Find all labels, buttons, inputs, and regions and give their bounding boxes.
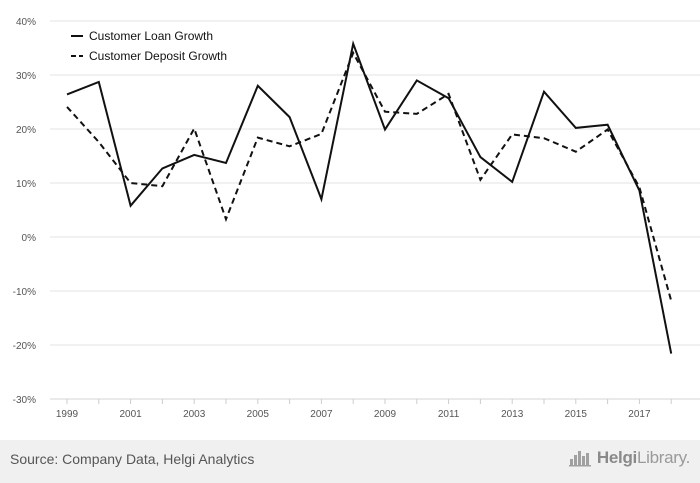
x-tick-label: 1999 (56, 409, 79, 420)
y-tick-label: 30% (16, 71, 36, 82)
grid-lines (50, 20, 700, 404)
helgi-skyline-logo-icon (568, 451, 591, 467)
series-line-customer-loan-growth (66, 40, 673, 354)
y-tick-label: -30% (13, 395, 36, 406)
y-tick-label: -10% (13, 287, 36, 298)
brand-suffix: Library. (636, 448, 690, 467)
x-tick-label: 2009 (374, 409, 397, 420)
y-axis-tick-labels: 40% 30% 20% 10% 0% -10% -20% -30% (13, 17, 36, 406)
source-note: Source: Company Data, Helgi Analytics (10, 451, 255, 467)
y-tick-label: 20% (16, 125, 36, 136)
x-tick-label: 2011 (438, 409, 460, 420)
x-tick-label: 2015 (565, 409, 588, 420)
x-tick-label: 2017 (628, 409, 651, 420)
legend: Customer Loan Growth Customer Deposit Gr… (71, 29, 227, 63)
brand-prefix: Helgi (596, 448, 637, 467)
footer: Source: Company Data, Helgi Analytics He… (0, 440, 700, 483)
x-tick-label: 2001 (119, 409, 142, 420)
y-tick-label: 40% (16, 17, 36, 28)
line-chart: 40% 30% 20% 10% 0% -10% -20% -30% 1999 2001 2003 2… (13, 17, 700, 420)
brand-logo: HelgiLibrary. (568, 448, 690, 468)
brand-name: HelgiLibrary. (597, 448, 690, 468)
legend-label-loan: Customer Loan Growth (89, 29, 213, 43)
series-line-customer-deposit-growth (66, 50, 673, 301)
x-tick-label: 2003 (183, 409, 206, 420)
series-lines (66, 40, 673, 354)
y-tick-label: 0% (22, 233, 37, 244)
legend-label-deposit: Customer Deposit Growth (89, 49, 227, 63)
x-axis-tick-labels: 1999 2001 2003 2005 2007 2009 2011 2013 2015 2017 (56, 409, 651, 420)
y-tick-label: 10% (16, 179, 36, 190)
x-tick-label: 2013 (501, 409, 524, 420)
x-tick-label: 2007 (310, 409, 333, 420)
x-tick-label: 2005 (247, 409, 270, 420)
y-tick-label: -20% (13, 341, 36, 352)
